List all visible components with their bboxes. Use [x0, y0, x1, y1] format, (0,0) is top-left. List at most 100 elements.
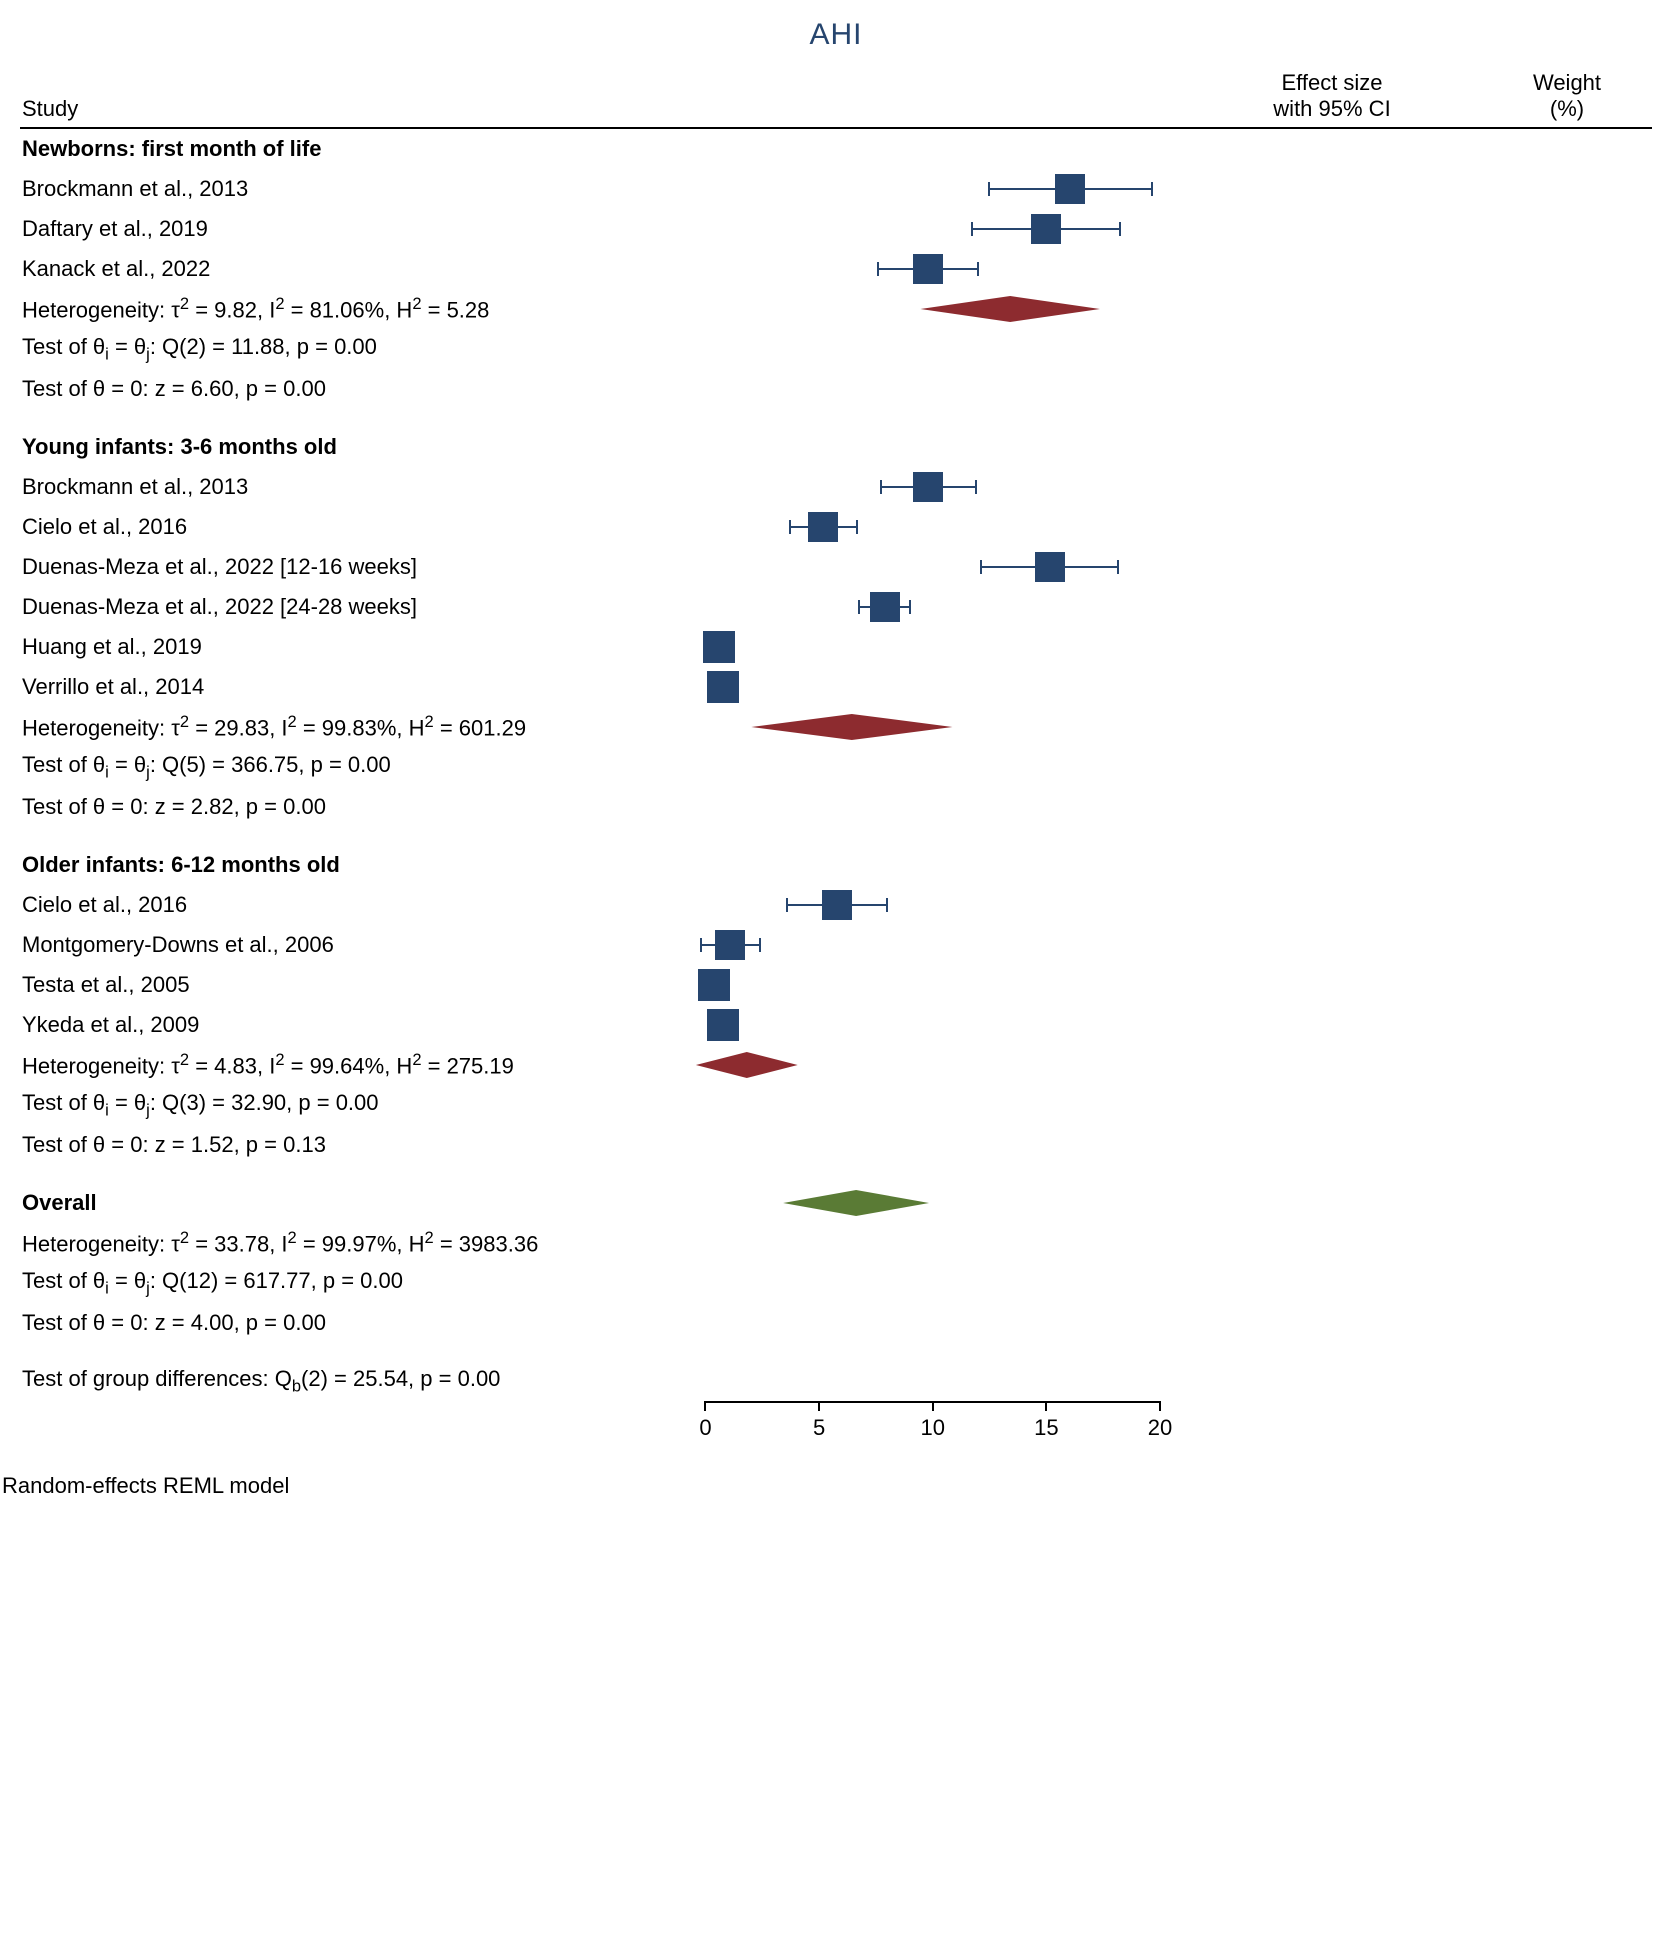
- study-plot: [662, 507, 1672, 547]
- summary-label: Overall: [20, 1190, 662, 1216]
- point-marker: [822, 890, 852, 920]
- study-plot: [662, 169, 1672, 209]
- axis-tick-label: 5: [813, 1415, 825, 1441]
- point-marker: [870, 592, 900, 622]
- summary-label: Heterogeneity: τ2 = 4.83, I2 = 99.64%, H…: [20, 1051, 662, 1079]
- point-marker: [707, 1009, 739, 1041]
- axis-tick-label: 10: [920, 1415, 944, 1441]
- stats-row: Test of group differences: Qb(2) = 25.54…: [20, 1361, 1652, 1401]
- study-plot: [662, 209, 1672, 249]
- study-label: Verrillo et al., 2014: [20, 674, 662, 700]
- study-plot: [662, 467, 1672, 507]
- study-plot: [662, 667, 1672, 707]
- stats-row: Test of θi = θj: Q(3) = 32.90, p = 0.00: [20, 1085, 1652, 1125]
- stats-text: Test of θ = 0: z = 4.00, p = 0.00: [20, 1310, 662, 1336]
- study-label: Kanack et al., 2022: [20, 256, 662, 282]
- study-row: Montgomery-Downs et al., 2006 1.00 [ -0.…: [20, 925, 1652, 965]
- diamond-marker: [751, 714, 952, 740]
- forest-body: Newborns: first month of life Brockmann …: [20, 129, 1652, 1451]
- point-marker: [707, 671, 739, 703]
- stats-row: Test of θ = 0: z = 4.00, p = 0.00: [20, 1303, 1652, 1343]
- stats-row: Heterogeneity: τ2 = 33.78, I2 = 99.97%, …: [20, 1223, 1652, 1263]
- x-axis: 0 5 10 15 20: [20, 1401, 1652, 1451]
- point-marker: [913, 254, 943, 284]
- axis-tick-label: 20: [1148, 1415, 1172, 1441]
- study-label: Duenas-Meza et al., 2022 [12-16 weeks]: [20, 554, 662, 580]
- study-row: Cielo et al., 2016 5.10 [ 3.64 , 6.56 ] …: [20, 507, 1652, 547]
- subgroup-summary-row: Heterogeneity: τ2 = 9.82, I2 = 81.06%, H…: [20, 289, 1652, 329]
- diamond-marker: [696, 1052, 798, 1078]
- study-plot: [662, 885, 1672, 925]
- study-label: Brockmann et al., 2013: [20, 176, 662, 202]
- stats-text: Test of group differences: Qb(2) = 25.54…: [20, 1366, 662, 1396]
- point-marker: [715, 930, 745, 960]
- study-row: Duenas-Meza et al., 2022 [12-16 weeks] 1…: [20, 547, 1652, 587]
- subgroup-summary-row: Heterogeneity: τ2 = 29.83, I2 = 99.83%, …: [20, 707, 1652, 747]
- point-marker: [1035, 552, 1065, 582]
- stats-text: Test of θi = θj: Q(2) = 11.88, p = 0.00: [20, 334, 662, 364]
- axis-tick-label: 15: [1034, 1415, 1058, 1441]
- study-label: Duenas-Meza et al., 2022 [24-28 weeks]: [20, 594, 662, 620]
- group-heading: Young infants: 3-6 months old: [20, 427, 1652, 467]
- point-marker: [808, 512, 838, 542]
- study-label: Cielo et al., 2016: [20, 892, 662, 918]
- stats-row: Test of θ = 0: z = 6.60, p = 0.00: [20, 369, 1652, 409]
- summary-label: Heterogeneity: τ2 = 29.83, I2 = 99.83%, …: [20, 713, 662, 741]
- stats-row: Test of θi = θj: Q(2) = 11.88, p = 0.00: [20, 329, 1652, 369]
- stats-row: Test of θi = θj: Q(12) = 617.77, p = 0.0…: [20, 1263, 1652, 1303]
- point-marker: [913, 472, 943, 502]
- stats-text: Test of θi = θj: Q(3) = 32.90, p = 0.00: [20, 1090, 662, 1120]
- study-plot: [662, 249, 1672, 289]
- point-marker: [703, 631, 735, 663]
- group-heading: Newborns: first month of life: [20, 129, 1652, 169]
- stats-text: Test of θ = 0: z = 1.52, p = 0.13: [20, 1132, 662, 1158]
- header-effect: Effect size with 95% CI: [1162, 70, 1502, 123]
- study-row: Huang et al., 2019 0.50 [ 0.43 , 0.57 ] …: [20, 627, 1652, 667]
- study-row: Kanack et al., 2022 9.70 [ 7.51 , 11.89 …: [20, 249, 1652, 289]
- study-label: Montgomery-Downs et al., 2006: [20, 932, 662, 958]
- header-study: Study: [20, 96, 662, 122]
- study-label: Daftary et al., 2019: [20, 216, 662, 242]
- stats-text: Test of θi = θj: Q(5) = 366.75, p = 0.00: [20, 752, 662, 782]
- summary-label: Heterogeneity: τ2 = 9.82, I2 = 81.06%, H…: [20, 295, 662, 323]
- overall-row: Overall 6.54 [ 3.33 , 9.75 ]: [20, 1183, 1652, 1223]
- header-row: Study Effect size with 95% CI Weight (%): [20, 70, 1652, 129]
- subgroup-summary-row: Heterogeneity: τ2 = 4.83, I2 = 99.64%, H…: [20, 1045, 1652, 1085]
- study-plot: [662, 925, 1672, 965]
- study-plot: [662, 587, 1672, 627]
- study-label: Cielo et al., 2016: [20, 514, 662, 540]
- stats-row: Test of θ = 0: z = 1.52, p = 0.13: [20, 1125, 1652, 1165]
- plot-title: AHI: [20, 18, 1652, 52]
- study-plot: [662, 965, 1672, 1005]
- study-row: Verrillo et al., 2014 0.68 [ 0.39 , 0.97…: [20, 667, 1652, 707]
- study-row: Daftary et al., 2019 14.90 [ 11.64 , 18.…: [20, 209, 1652, 249]
- stats-text: Test of θi = θj: Q(12) = 617.77, p = 0.0…: [20, 1268, 662, 1298]
- diamond-marker: [920, 296, 1100, 322]
- study-label: Testa et al., 2005: [20, 972, 662, 998]
- study-row: Brockmann et al., 2013 15.97 [ 12.39 , 1…: [20, 169, 1652, 209]
- point-marker: [1031, 214, 1061, 244]
- diamond-marker: [783, 1190, 929, 1216]
- group-heading: Older infants: 6-12 months old: [20, 845, 1652, 885]
- stats-text: Test of θ = 0: z = 2.82, p = 0.00: [20, 794, 662, 820]
- study-row: Brockmann et al., 2013 9.72 [ 7.65 , 11.…: [20, 467, 1652, 507]
- model-footer: Random-effects REML model: [2, 1473, 1652, 1499]
- study-row: Cielo et al., 2016 5.70 [ 3.48 , 7.92 ] …: [20, 885, 1652, 925]
- study-row: Ykeda et al., 2009 0.70 [ 0.66 , 0.74 ] …: [20, 1005, 1652, 1045]
- point-marker: [1055, 174, 1085, 204]
- stats-row: Test of θi = θj: Q(5) = 366.75, p = 0.00: [20, 747, 1652, 787]
- stats-text: Heterogeneity: τ2 = 33.78, I2 = 99.97%, …: [20, 1229, 662, 1257]
- study-plot: [662, 627, 1672, 667]
- point-marker: [698, 969, 730, 1001]
- study-row: Testa et al., 2005 0.30 [ 0.09 , 0.51 ] …: [20, 965, 1652, 1005]
- study-label: Brockmann et al., 2013: [20, 474, 662, 500]
- study-label: Huang et al., 2019: [20, 634, 662, 660]
- study-plot: [662, 547, 1672, 587]
- stats-text: Test of θ = 0: z = 6.60, p = 0.00: [20, 376, 662, 402]
- header-weight: Weight (%): [1502, 70, 1640, 123]
- study-label: Ykeda et al., 2009: [20, 1012, 662, 1038]
- study-plot: [662, 1005, 1672, 1045]
- stats-row: Test of θ = 0: z = 2.82, p = 0.00: [20, 787, 1652, 827]
- axis-tick-label: 0: [699, 1415, 711, 1441]
- study-row: Duenas-Meza et al., 2022 [24-28 weeks] 7…: [20, 587, 1652, 627]
